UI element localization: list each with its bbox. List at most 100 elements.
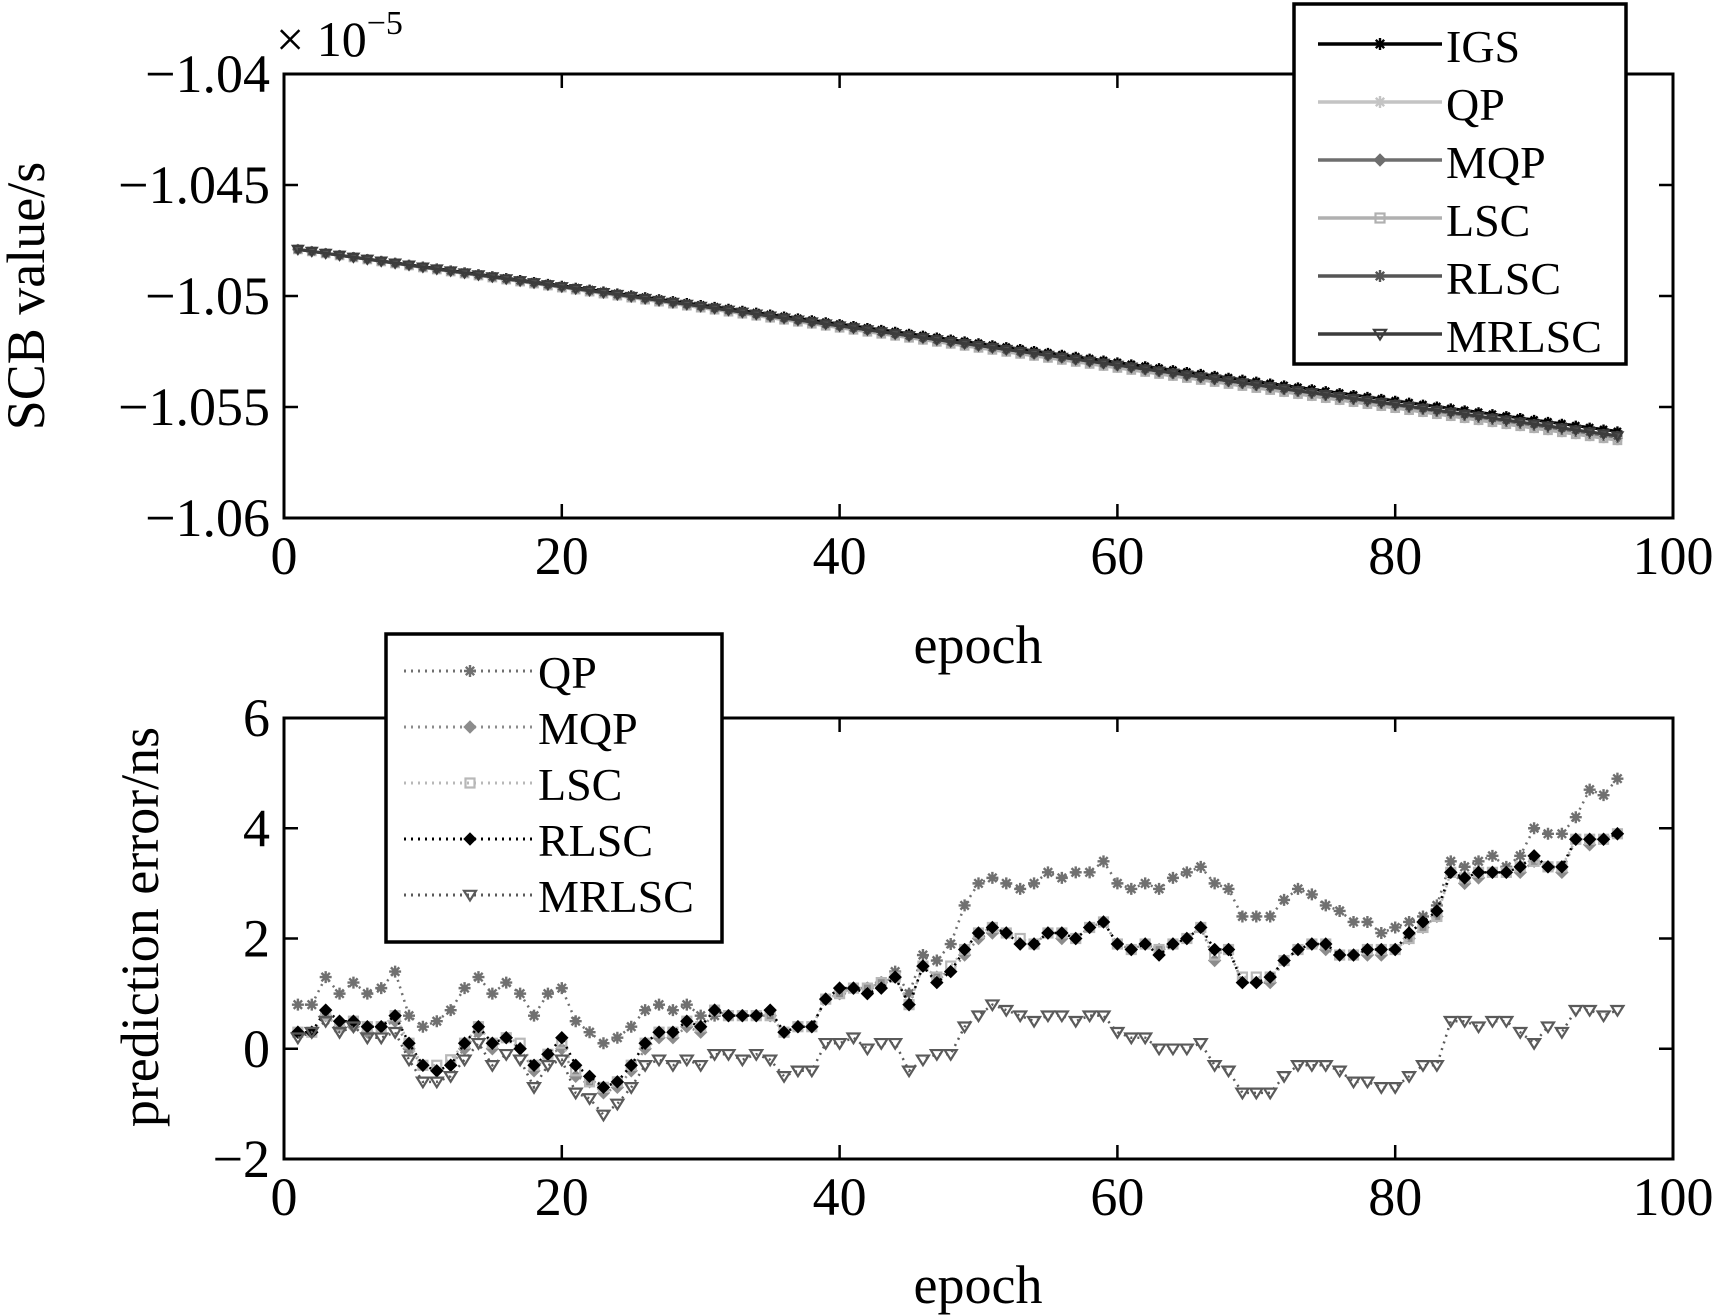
error-point-rlsc [1610, 827, 1625, 841]
scb-legend: IGS QP MQP LSC RLSC MRLSC [1292, 2, 1628, 366]
error-point-qp [291, 998, 304, 1011]
error-point-mrlsc [567, 1087, 584, 1101]
error-point-mrlsc [1164, 1043, 1181, 1057]
error-point-mrlsc [1053, 1010, 1070, 1024]
scb-series-mrlsc [290, 244, 1625, 443]
error-point-qp [930, 954, 943, 967]
error-point-mrlsc [1026, 1015, 1043, 1029]
x-tick-label: 100 [1633, 526, 1714, 586]
error-point-mrlsc [803, 1065, 820, 1079]
scb-point-mrlsc [1096, 358, 1111, 370]
error-series-rlsc [291, 827, 1625, 1095]
error-point-qp [1403, 915, 1416, 928]
error-point-qp [1361, 915, 1374, 928]
error-point-mrlsc [1359, 1076, 1376, 1090]
error-point-rlsc [402, 1036, 416, 1050]
error-point-mrlsc [1428, 1059, 1445, 1073]
legend-marker-mqp [1373, 153, 1387, 167]
error-point-qp [1569, 811, 1582, 824]
error-point-qp [1250, 910, 1263, 923]
legend-marker-mqp [463, 720, 477, 734]
error-point-mrlsc [539, 1059, 556, 1073]
error-point-rlsc [652, 1025, 666, 1039]
error-point-rlsc [902, 997, 916, 1012]
error-point-rlsc [666, 1025, 680, 1039]
error-point-rlsc [735, 1008, 750, 1023]
x-tick-label: 60 [1090, 1167, 1144, 1227]
error-point-mrlsc [609, 1098, 626, 1112]
error-point-qp [1041, 866, 1054, 879]
error-point-qp [680, 998, 693, 1011]
error-point-qp [486, 987, 499, 1000]
error-point-rlsc [1277, 953, 1291, 968]
error-point-rlsc [1180, 931, 1194, 946]
error-point-qp [1472, 855, 1485, 868]
error-point-mrlsc [456, 1054, 473, 1068]
error-point-mrlsc [942, 1048, 959, 1062]
exponent-power: −5 [367, 5, 403, 42]
error-point-rlsc [1513, 860, 1527, 874]
error-point-rlsc [1360, 942, 1375, 957]
error-point-qp [1444, 855, 1457, 868]
scb-point-mrlsc [1499, 415, 1514, 427]
scb-point-mrlsc [360, 254, 375, 266]
error-point-qp [333, 987, 346, 1000]
error-point-qp [1014, 882, 1027, 895]
error-point-rlsc [1263, 970, 1277, 984]
scb-point-mrlsc [540, 280, 555, 292]
error-point-qp [1208, 877, 1221, 890]
error-point-mrlsc [1401, 1071, 1418, 1084]
error-point-qp [1139, 877, 1152, 890]
scb-point-mrlsc [1582, 427, 1597, 439]
error-point-rlsc [1082, 920, 1097, 935]
scb-point-mrlsc [860, 325, 875, 337]
error-point-mrlsc [1276, 1071, 1293, 1084]
error-point-qp [403, 1009, 416, 1022]
error-point-qp [986, 871, 999, 884]
legend-marker-rlsc [1374, 270, 1386, 282]
error-point-rlsc [1138, 937, 1152, 951]
scb-point-mrlsc [735, 307, 750, 319]
scb-point-mrlsc [1110, 360, 1125, 372]
error-point-mrlsc [484, 1059, 501, 1073]
error-point-qp [1319, 899, 1332, 912]
scb-point-mrlsc [471, 270, 486, 282]
error-point-rlsc [1096, 915, 1111, 929]
error-point-qp [361, 987, 374, 1000]
legend-label-lsc: LSC [538, 759, 622, 810]
scb-point-mrlsc [1221, 376, 1236, 388]
error-point-rlsc [999, 926, 1013, 940]
error-point-mrlsc [623, 1082, 640, 1095]
error-point-qp [458, 982, 471, 995]
scb-point-mrlsc [888, 329, 903, 341]
error-point-mrlsc [1039, 1010, 1056, 1024]
error-x-tick-labels: 0 20 40 60 80 100 [271, 1167, 1714, 1227]
error-point-qp [1333, 904, 1346, 917]
error-point-rlsc [1249, 975, 1264, 990]
scb-point-mrlsc [943, 337, 958, 349]
error-point-rlsc [763, 1003, 777, 1017]
error-point-rlsc [1444, 865, 1458, 880]
scb-series-group [290, 243, 1625, 446]
error-point-rlsc [721, 1008, 736, 1023]
scb-point-mrlsc [1610, 431, 1625, 443]
legend-label-rlsc: RLSC [538, 815, 653, 866]
error-legend-box [384, 632, 724, 944]
error-point-qp [1611, 772, 1624, 785]
scb-point-mrlsc [679, 299, 694, 311]
error-point-mrlsc [345, 1021, 362, 1035]
x-tick-label: 40 [813, 1167, 867, 1227]
scb-point-mrlsc [1040, 350, 1055, 362]
error-point-mrlsc [1540, 1021, 1556, 1035]
error-point-qp [1347, 915, 1360, 928]
error-point-mrlsc [734, 1054, 751, 1068]
error-point-mrlsc [1414, 1059, 1431, 1073]
error-point-mrlsc [387, 1026, 404, 1040]
error-point-qp [555, 982, 568, 995]
scb-point-mrlsc [304, 246, 319, 258]
scb-point-mrlsc [790, 315, 805, 327]
error-point-rlsc [1055, 926, 1069, 940]
error-point-mrlsc [1220, 1065, 1237, 1079]
